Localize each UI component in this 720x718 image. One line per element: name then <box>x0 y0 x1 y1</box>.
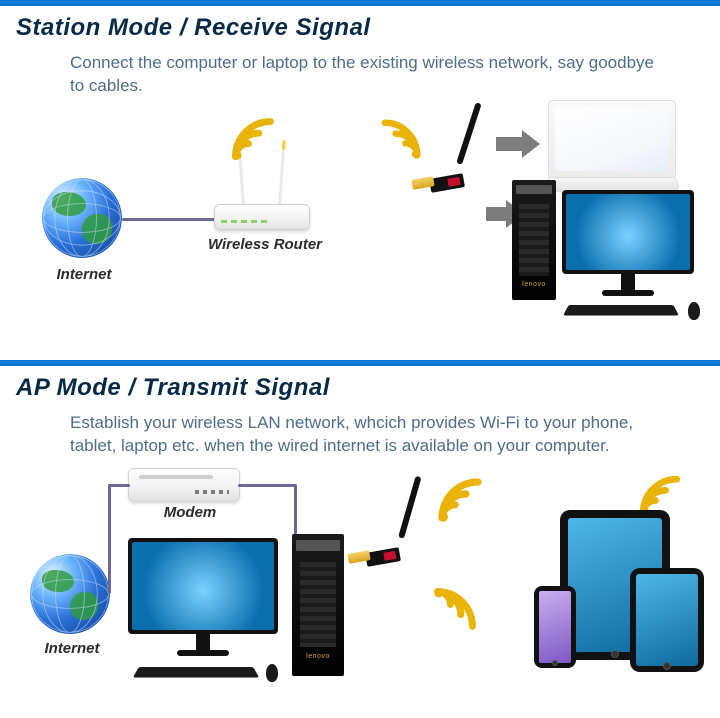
monitor-icon <box>562 190 694 296</box>
label-internet: Internet <box>36 266 132 283</box>
section-description: Connect the computer or laptop to the ex… <box>0 46 720 108</box>
section-title: AP Mode / Transmit Signal <box>0 366 720 406</box>
arrow-right-icon <box>496 130 540 158</box>
section-station: Station Mode / Receive Signal Connect th… <box>0 0 720 360</box>
cable-icon <box>238 484 296 487</box>
usb-wifi-adapter-icon <box>408 148 478 228</box>
cable-icon <box>108 484 130 487</box>
globe-grid-icon <box>30 554 110 634</box>
usb-wifi-adapter-icon <box>346 524 426 614</box>
internet-globe-icon <box>42 178 122 258</box>
pc-tower-icon: lenovo <box>512 180 556 300</box>
mouse-icon <box>266 664 278 682</box>
globe-grid-icon <box>42 178 122 258</box>
mouse-icon <box>688 302 700 320</box>
wireless-router-icon <box>214 204 310 230</box>
cable-icon <box>108 484 111 594</box>
keyboard-icon <box>563 305 679 315</box>
label-router: Wireless Router <box>200 236 330 253</box>
wifi-signal-icon <box>224 110 282 168</box>
modem-icon <box>128 468 240 502</box>
tablet-mini-icon <box>630 568 704 672</box>
section-description: Establish your wireless LAN network, whc… <box>0 406 720 468</box>
keyboard-icon <box>133 667 259 677</box>
diagram-station: Internet Wireless Router <box>0 108 720 368</box>
cable-icon <box>122 218 216 221</box>
wifi-signal-icon <box>430 470 490 530</box>
pc-tower-icon: lenovo <box>292 534 344 676</box>
section-title: Station Mode / Receive Signal <box>0 6 720 46</box>
monitor-icon <box>128 538 278 656</box>
wifi-signal-icon <box>426 580 484 638</box>
section-ap: AP Mode / Transmit Signal Establish your… <box>0 360 720 715</box>
label-modem: Modem <box>150 504 230 521</box>
diagram-ap: Internet Modem lenovo <box>0 468 720 718</box>
phone-icon <box>534 586 576 668</box>
laptop-icon <box>548 100 676 194</box>
label-internet: Internet <box>24 640 120 657</box>
internet-globe-icon <box>30 554 110 634</box>
